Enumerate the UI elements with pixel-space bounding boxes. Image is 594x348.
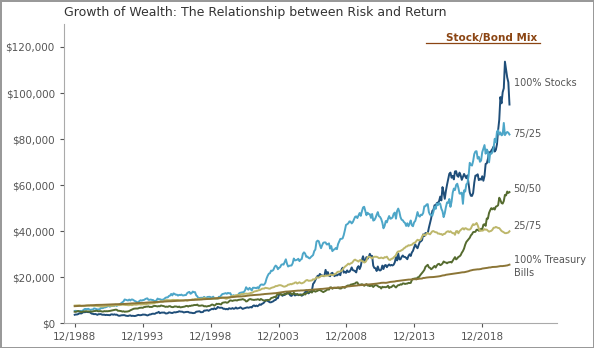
Text: Growth of Wealth: The Relationship between Risk and Return: Growth of Wealth: The Relationship betwe… (64, 6, 446, 18)
Text: 100% Treasury
Bills: 100% Treasury Bills (514, 255, 586, 278)
Text: 25/75: 25/75 (514, 221, 542, 231)
Text: Stock/Bond Mix: Stock/Bond Mix (446, 33, 538, 43)
Text: 75/25: 75/25 (514, 129, 542, 140)
Text: 50/50: 50/50 (514, 184, 542, 195)
Text: 100% Stocks: 100% Stocks (514, 78, 576, 88)
